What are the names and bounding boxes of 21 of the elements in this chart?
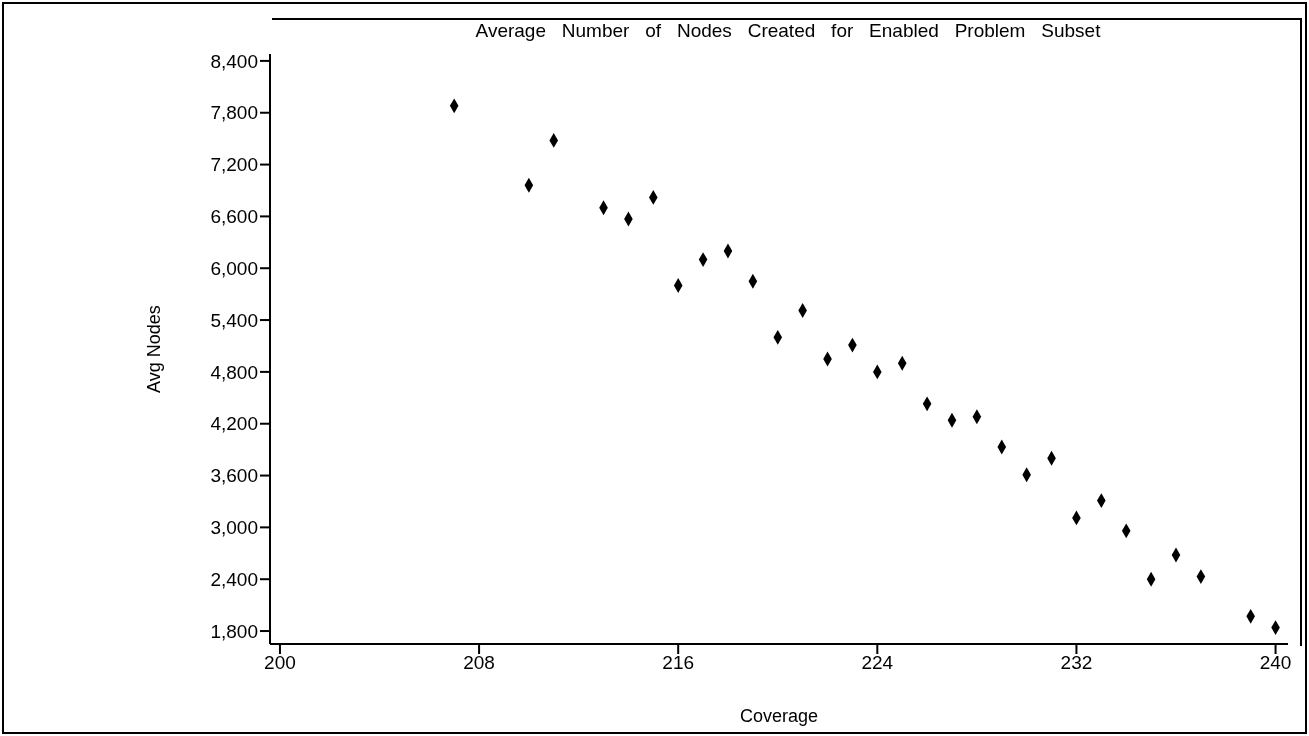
y-tick-label: 2,400 [210,568,258,590]
x-tick-label: 216 [662,652,695,674]
y-tick-label: 4,800 [210,361,258,383]
x-tick-label: 240 [1259,652,1292,674]
y-tick-label: 6,000 [210,257,258,279]
x-tick-label: 232 [1060,652,1093,674]
y-tick-label: 6,600 [210,206,258,228]
x-tick-label: 208 [463,652,495,674]
x-tick-label: 224 [861,652,894,674]
y-tick-label: 8,400 [210,50,258,72]
y-axis-title: Avg Nodes [144,305,165,393]
y-tick-label: 7,800 [210,102,258,124]
x-tick-label: 200 [264,652,296,674]
y-tick-label: 5,400 [210,309,258,331]
chart-title: Average Number of Nodes Created for Enabled Problem Subset [474,20,1102,42]
y-tick-label: 7,200 [210,154,258,176]
y-tick-label: 4,200 [210,413,258,435]
y-tick-label: 3,600 [210,465,258,487]
y-tick-label: 3,000 [210,517,258,539]
y-tick-label: 1,800 [210,620,258,642]
x-axis-title: Coverage [739,706,819,726]
